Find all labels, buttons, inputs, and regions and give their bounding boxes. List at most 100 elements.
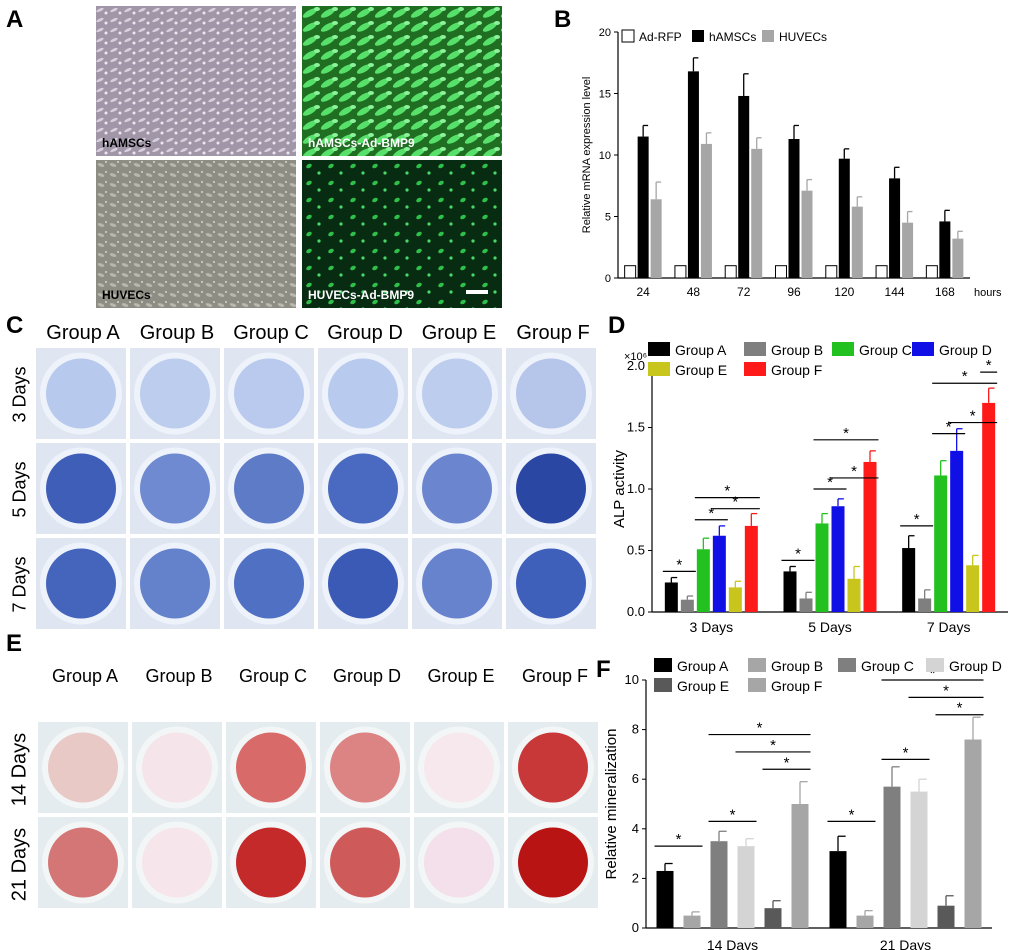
legend-label: Group E [677, 678, 729, 694]
micrograph-hamscs: hAMSCs [96, 6, 296, 156]
x-tick-label: 120 [834, 285, 854, 299]
legend-label: Group A [677, 658, 729, 674]
y-axis-label: ALP activity [611, 449, 628, 528]
well-image [512, 821, 594, 904]
column-header: Group A [51, 666, 119, 686]
y-tick-label: 2 [632, 870, 639, 885]
legend-swatch [621, 29, 635, 43]
bar [815, 523, 829, 612]
y-tick-label: 0.0 [627, 604, 645, 619]
y-tick-label: 10 [599, 150, 611, 162]
significance-star: * [676, 556, 682, 573]
bar [952, 238, 964, 278]
bar [889, 178, 901, 278]
stained-well [38, 722, 128, 813]
bar [683, 915, 701, 928]
bar [637, 136, 649, 278]
bar [687, 71, 699, 278]
micrograph-label: hAMSCs-Ad-BMP9 [308, 136, 415, 150]
bar [799, 598, 813, 612]
significance-star: * [757, 720, 763, 737]
stained-well [132, 817, 222, 908]
bar [737, 846, 755, 928]
panel-letter-f: F [596, 656, 611, 683]
x-tick-label: 7 Days [927, 619, 971, 635]
legend-swatch [926, 658, 944, 672]
legend-swatch [912, 342, 934, 356]
panel-letter-b: B [554, 6, 572, 33]
bar [656, 870, 674, 928]
y-tick-label: 0 [605, 273, 611, 285]
y-tick-label: 8 [632, 722, 639, 737]
bar [934, 475, 948, 612]
significance-star: * [827, 474, 833, 491]
significance-star: * [930, 665, 936, 682]
well-image [416, 352, 498, 435]
column-header: Group B [145, 666, 213, 686]
y-tick-label: 4 [632, 821, 639, 836]
fluorescence-texture [302, 6, 502, 156]
legend-label: Group F [771, 362, 822, 378]
stained-well [224, 443, 314, 534]
bar [650, 199, 662, 278]
legend-label: Group D [949, 658, 1002, 674]
legend-swatch [744, 362, 766, 376]
stained-well [36, 443, 126, 534]
well-image [230, 726, 312, 809]
legend-swatch [692, 30, 704, 42]
significance-star: * [957, 700, 963, 717]
column-header: Group C [233, 322, 309, 344]
bar [744, 525, 758, 612]
stained-well [320, 817, 410, 908]
stained-well [506, 443, 596, 534]
well-image [322, 447, 404, 530]
stained-well [226, 722, 316, 813]
well-image [228, 447, 310, 530]
stained-well [318, 538, 408, 629]
legend-label: Group A [675, 342, 727, 358]
row-header: 14 Days [8, 732, 31, 806]
fluorescence-texture [302, 160, 502, 308]
alp-stain-grid: Group A Group B Group C Group D Group E Group… [0, 0, 600, 640]
significance-star: * [732, 494, 738, 511]
micrograph-huvecs-ad-bmp9: HUVECs-Ad-BMP9 [302, 160, 502, 308]
significance-star: * [730, 806, 736, 823]
bar [738, 95, 750, 279]
stained-well [38, 817, 128, 908]
well-image [136, 726, 218, 809]
y-axis-label: Relative mineralization [603, 729, 620, 880]
bar [764, 908, 782, 928]
legend-label: hAMSCs [709, 30, 756, 44]
bar [851, 206, 863, 278]
stained-well [226, 817, 316, 908]
column-header: Group D [332, 666, 402, 686]
well-image [228, 352, 310, 435]
significance-star: * [676, 831, 682, 848]
legend-swatch [748, 678, 766, 692]
micrograph-label: HUVECs [102, 288, 151, 302]
well-image [322, 542, 404, 625]
stained-well [412, 538, 502, 629]
x-tick-label: 24 [636, 285, 650, 299]
significance-star: * [943, 682, 949, 699]
well-image [324, 726, 406, 809]
legend-label: Group E [675, 362, 727, 378]
bar [831, 506, 845, 612]
significance-star: * [914, 511, 920, 528]
well-image [134, 447, 216, 530]
significance-star: * [843, 425, 849, 442]
chart-b: 0 5 10 15 20 Relative mRNA expression level 24… [581, 27, 1002, 299]
bar [863, 461, 877, 612]
column-header: Group A [46, 322, 120, 344]
significance-star: * [970, 408, 976, 425]
stained-well [132, 722, 222, 813]
bar [801, 190, 813, 278]
well-image [136, 821, 218, 904]
well-image [510, 352, 592, 435]
significance-star: * [903, 744, 909, 761]
stained-well [412, 443, 502, 534]
x-tick-label: 3 Days [690, 619, 734, 635]
bar [700, 143, 712, 278]
stained-well [224, 348, 314, 439]
x-tick-label: 72 [737, 285, 751, 299]
